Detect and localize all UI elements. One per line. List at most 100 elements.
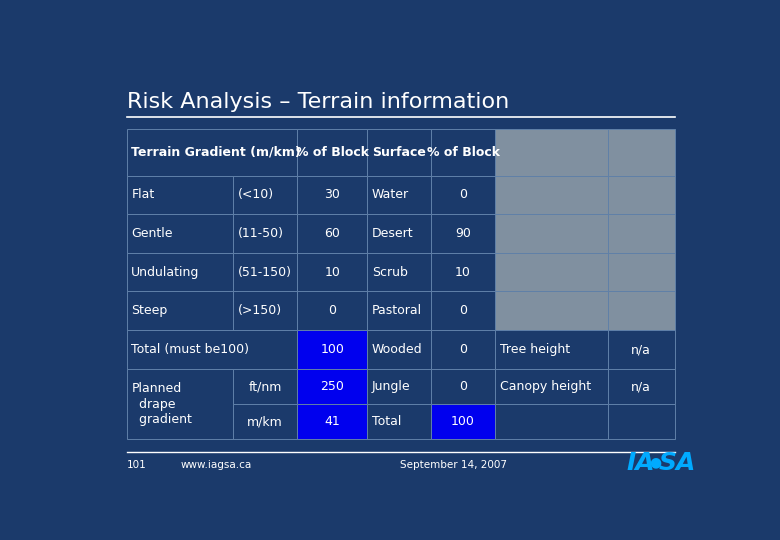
Bar: [126, 129, 297, 176]
Text: 10: 10: [456, 266, 471, 279]
Text: m/km: m/km: [247, 415, 283, 428]
Bar: [431, 404, 495, 439]
Text: (11-50): (11-50): [238, 227, 284, 240]
Bar: [431, 129, 495, 176]
Text: 100: 100: [451, 415, 475, 428]
Bar: [431, 369, 495, 404]
Bar: [367, 369, 431, 404]
Text: % of Block: % of Block: [296, 146, 369, 159]
Bar: [297, 176, 367, 214]
Bar: [367, 253, 431, 292]
Text: 0: 0: [328, 304, 336, 317]
Text: 10: 10: [324, 266, 340, 279]
Bar: [297, 129, 367, 176]
Bar: [126, 214, 233, 253]
Text: (<10): (<10): [238, 188, 274, 201]
Text: ft/nm: ft/nm: [248, 380, 282, 393]
Text: Jungle: Jungle: [372, 380, 410, 393]
Text: Gentle: Gentle: [131, 227, 173, 240]
Text: ●: ●: [649, 456, 661, 470]
Bar: [233, 369, 297, 404]
Bar: [431, 176, 495, 214]
Bar: [495, 330, 608, 369]
Bar: [367, 129, 431, 176]
Bar: [495, 214, 608, 253]
Bar: [233, 176, 297, 214]
Text: 101: 101: [126, 460, 147, 470]
Text: n/a: n/a: [631, 380, 651, 393]
Bar: [126, 176, 233, 214]
Text: n/a: n/a: [631, 343, 651, 356]
Text: Total (must be100): Total (must be100): [131, 343, 250, 356]
Bar: [431, 292, 495, 330]
Text: Pastoral: Pastoral: [372, 304, 422, 317]
Bar: [495, 404, 608, 439]
Text: 0: 0: [459, 304, 467, 317]
Text: IA: IA: [626, 451, 655, 475]
Bar: [126, 292, 233, 330]
Text: 90: 90: [456, 227, 471, 240]
Bar: [608, 214, 675, 253]
Bar: [233, 214, 297, 253]
Bar: [367, 214, 431, 253]
Text: Flat: Flat: [131, 188, 154, 201]
Bar: [608, 176, 675, 214]
Bar: [126, 330, 297, 369]
Text: SA: SA: [658, 451, 696, 475]
Bar: [495, 253, 608, 292]
Bar: [495, 176, 608, 214]
Bar: [608, 292, 675, 330]
Text: Surface: Surface: [372, 146, 426, 159]
Text: 100: 100: [320, 343, 344, 356]
Text: % of Block: % of Block: [427, 146, 500, 159]
Text: 0: 0: [459, 343, 467, 356]
Bar: [495, 129, 608, 176]
Text: Water: Water: [372, 188, 410, 201]
Bar: [367, 292, 431, 330]
Bar: [495, 292, 608, 330]
Bar: [126, 253, 233, 292]
Text: 60: 60: [324, 227, 340, 240]
Bar: [297, 330, 367, 369]
Bar: [367, 404, 431, 439]
Bar: [367, 330, 431, 369]
Bar: [608, 330, 675, 369]
Text: Desert: Desert: [372, 227, 413, 240]
Bar: [431, 330, 495, 369]
Text: (51-150): (51-150): [238, 266, 292, 279]
Text: Planned
  drape
  gradient: Planned drape gradient: [131, 382, 192, 426]
Text: 0: 0: [459, 380, 467, 393]
Text: www.iagsa.ca: www.iagsa.ca: [181, 460, 252, 470]
Bar: [126, 369, 233, 439]
Text: Terrain Gradient (m/km): Terrain Gradient (m/km): [131, 146, 301, 159]
Text: 0: 0: [459, 188, 467, 201]
Text: September 14, 2007: September 14, 2007: [399, 460, 507, 470]
Bar: [233, 292, 297, 330]
Text: Steep: Steep: [131, 304, 168, 317]
Bar: [233, 253, 297, 292]
Bar: [297, 369, 367, 404]
Text: Risk Analysis – Terrain information: Risk Analysis – Terrain information: [126, 92, 509, 112]
Text: Canopy height: Canopy height: [500, 380, 591, 393]
Text: Total: Total: [372, 415, 402, 428]
Bar: [367, 176, 431, 214]
Bar: [495, 369, 608, 404]
Text: Wooded: Wooded: [372, 343, 423, 356]
Text: 30: 30: [324, 188, 340, 201]
Bar: [608, 369, 675, 404]
Bar: [297, 214, 367, 253]
Bar: [431, 214, 495, 253]
Text: Tree height: Tree height: [500, 343, 570, 356]
Text: (>150): (>150): [238, 304, 282, 317]
Bar: [608, 404, 675, 439]
Text: Scrub: Scrub: [372, 266, 408, 279]
Bar: [297, 404, 367, 439]
Text: 250: 250: [320, 380, 344, 393]
Text: Undulating: Undulating: [131, 266, 200, 279]
Bar: [431, 253, 495, 292]
Bar: [297, 253, 367, 292]
Bar: [608, 253, 675, 292]
Bar: [608, 129, 675, 176]
Bar: [233, 404, 297, 439]
Text: 41: 41: [324, 415, 340, 428]
